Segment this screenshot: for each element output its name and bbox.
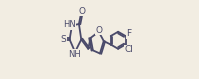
Text: O: O [79, 7, 86, 16]
Text: F: F [126, 29, 131, 38]
Text: Cl: Cl [125, 45, 134, 54]
Text: NH: NH [68, 50, 81, 59]
Text: O: O [96, 26, 103, 35]
Text: S: S [61, 35, 66, 44]
Text: HN: HN [63, 20, 76, 29]
